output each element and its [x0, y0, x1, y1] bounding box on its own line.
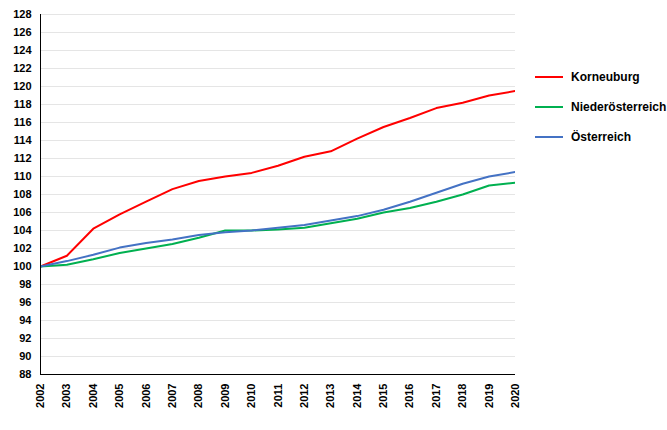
- svg-text:2005: 2005: [113, 384, 125, 408]
- svg-text:2002: 2002: [34, 384, 46, 408]
- svg-text:108: 108: [13, 188, 31, 200]
- svg-text:124: 124: [13, 44, 32, 56]
- svg-text:2007: 2007: [166, 384, 178, 408]
- svg-text:2004: 2004: [87, 383, 99, 408]
- html-text:Korneuburg: Korneuburg: [571, 70, 640, 84]
- svg-text:2011: 2011: [272, 384, 284, 408]
- svg-text:2009: 2009: [219, 384, 231, 408]
- svg-text:2015: 2015: [377, 384, 389, 408]
- svg-text:2020: 2020: [509, 384, 521, 408]
- svg-text:114: 114: [14, 134, 33, 146]
- svg-text:2003: 2003: [60, 384, 72, 408]
- svg-text:104: 104: [13, 224, 32, 236]
- svg-text:2016: 2016: [403, 384, 415, 408]
- svg-text:98: 98: [19, 278, 31, 290]
- svg-text:90: 90: [19, 350, 31, 362]
- svg-text:2008: 2008: [192, 384, 204, 408]
- svg-text:92: 92: [19, 332, 31, 344]
- svg-text:94: 94: [19, 314, 32, 326]
- svg-text:116: 116: [14, 116, 32, 128]
- svg-text:2012: 2012: [298, 384, 310, 408]
- svg-text:128: 128: [13, 8, 31, 20]
- svg-text:112: 112: [14, 152, 32, 164]
- svg-text:126: 126: [13, 26, 31, 38]
- svg-text:2006: 2006: [140, 384, 152, 408]
- svg-text:118: 118: [14, 98, 32, 110]
- svg-text:88: 88: [19, 368, 31, 380]
- svg-text:2014: 2014: [351, 383, 363, 408]
- svg-text:2018: 2018: [456, 384, 468, 408]
- svg-text:110: 110: [14, 170, 32, 182]
- svg-text:2010: 2010: [245, 384, 257, 408]
- svg-text:96: 96: [19, 296, 31, 308]
- svg-text:2019: 2019: [483, 384, 495, 408]
- svg-text:102: 102: [13, 242, 31, 254]
- html-text:Niederösterreich: Niederösterreich: [571, 100, 667, 114]
- html-text:Österreich: Österreich: [571, 130, 631, 144]
- svg-text:106: 106: [13, 206, 31, 218]
- svg-text:122: 122: [13, 62, 31, 74]
- svg-text:2017: 2017: [430, 384, 442, 408]
- svg-text:100: 100: [13, 260, 31, 272]
- svg-text:2013: 2013: [324, 384, 336, 408]
- svg-text:120: 120: [13, 80, 31, 92]
